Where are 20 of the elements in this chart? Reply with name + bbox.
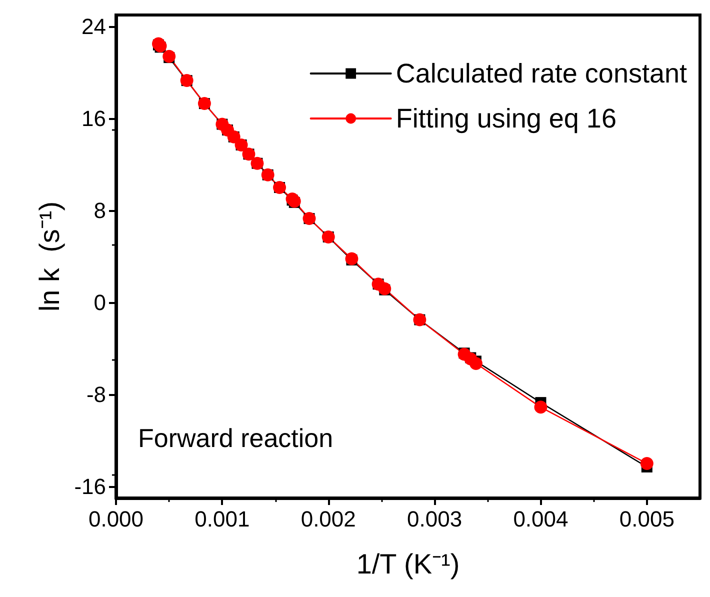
y-tick-label: 8 (94, 198, 106, 223)
annotation: Forward reaction (138, 423, 334, 453)
legend-label: Fitting using eq 16 (396, 104, 616, 134)
legend-label: Calculated rate constant (396, 58, 688, 88)
x-tick-label: 0.000 (88, 506, 144, 532)
y-tick-label: 24 (82, 14, 106, 39)
x-axis-title: 1/T (K⁻¹) (356, 548, 460, 580)
point (469, 356, 482, 370)
y-tick-label: 0 (94, 290, 106, 315)
x-tick-label: 0.001 (194, 506, 250, 532)
x-tick-label: 0.005 (619, 506, 674, 532)
x-tick-label: 0.003 (407, 506, 462, 532)
y-tick-label: -8 (86, 382, 106, 407)
y-axis-title: ln k (s⁻¹) (34, 201, 65, 312)
y-tick-label: -16 (74, 474, 106, 499)
y-tick-label: 16 (82, 106, 106, 131)
x-tick-label: 0.004 (513, 506, 568, 532)
point (640, 457, 654, 470)
x-tick-label: 0.002 (300, 506, 356, 532)
point (534, 400, 548, 414)
